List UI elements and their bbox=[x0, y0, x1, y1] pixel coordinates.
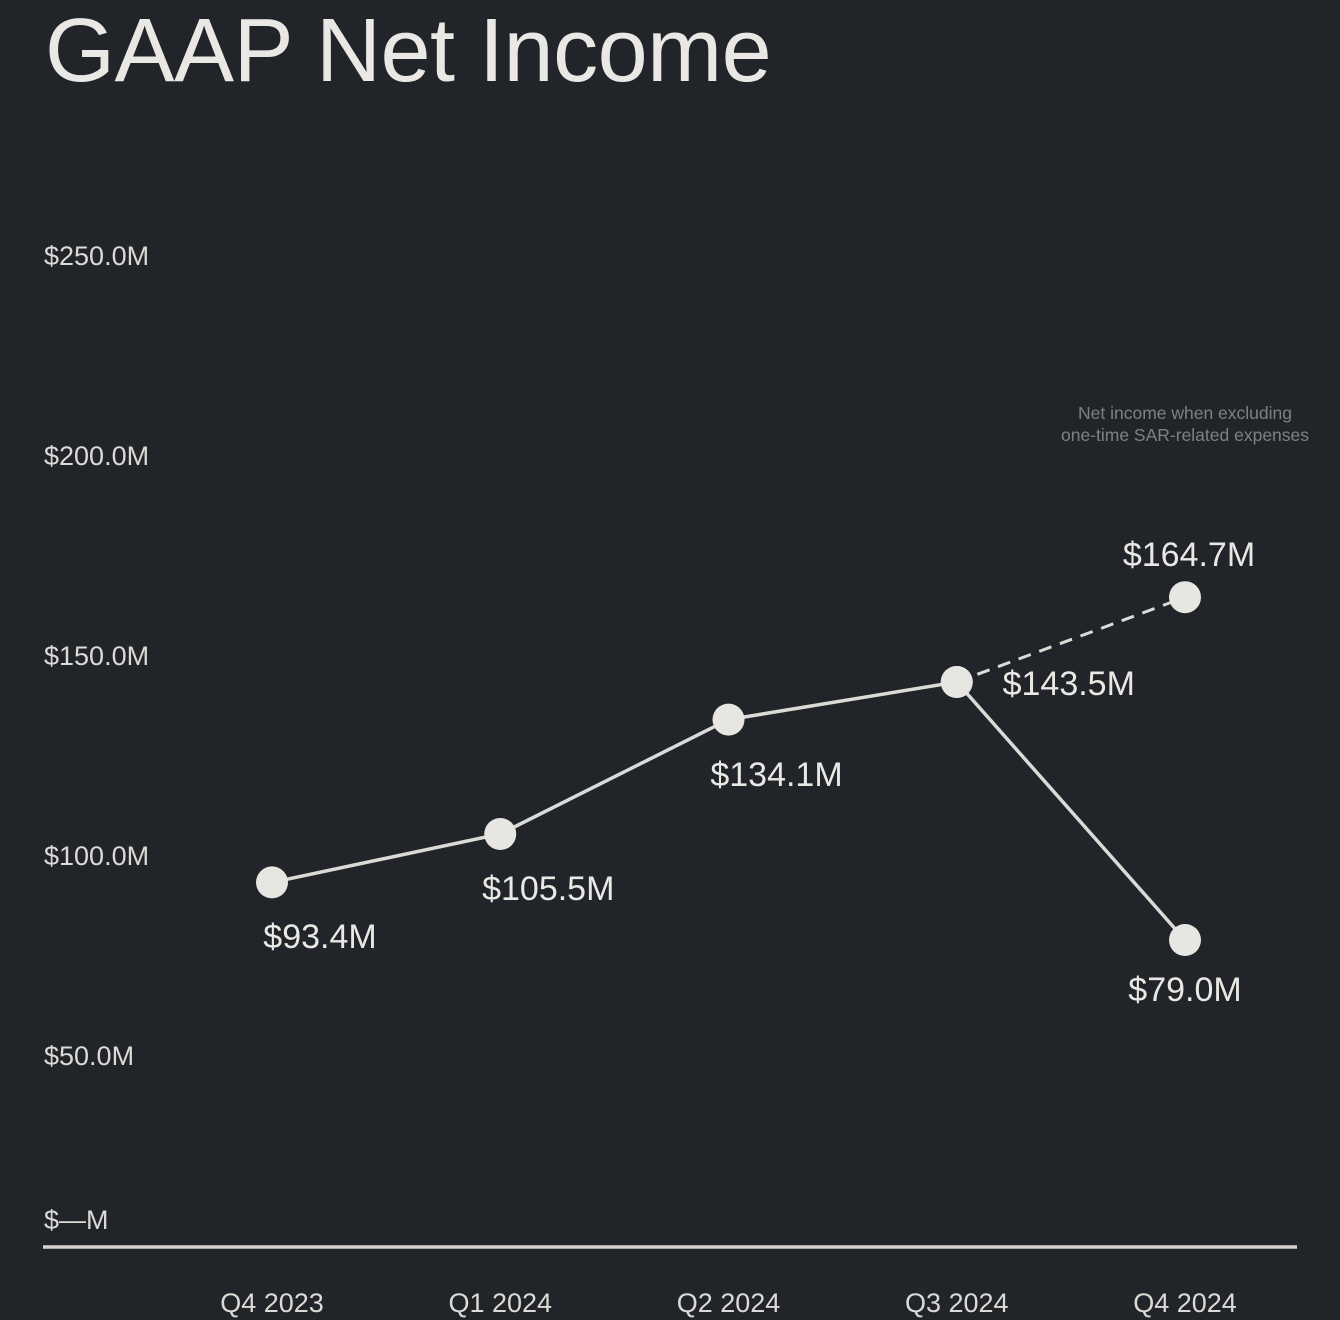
data-point bbox=[712, 703, 745, 736]
point-value-label: $93.4M bbox=[263, 918, 377, 957]
x-axis-label: Q4 2024 bbox=[1133, 1288, 1237, 1318]
annotation-note: Net income when excluding one-time SAR-r… bbox=[1061, 402, 1309, 446]
series-line-dashed bbox=[956, 595, 1186, 684]
x-axis-label: Q2 2024 bbox=[676, 1288, 781, 1318]
y-axis-tick-label: $200.0M bbox=[44, 441, 150, 471]
y-axis-tick-label: $50.0M bbox=[44, 1041, 135, 1071]
x-axis-label: Q4 2023 bbox=[220, 1288, 324, 1318]
x-axis-label: Q3 2024 bbox=[904, 1288, 1009, 1318]
data-point bbox=[940, 666, 973, 698]
y-axis-tick-label: $—M bbox=[44, 1205, 109, 1235]
y-axis-tick-label: $150.0M bbox=[44, 641, 150, 671]
data-point bbox=[1169, 581, 1201, 614]
y-axis-tick-label: $100.0M bbox=[44, 841, 150, 871]
data-point bbox=[1169, 924, 1201, 956]
point-value-label: $134.1M bbox=[710, 755, 843, 794]
data-point bbox=[484, 818, 517, 850]
point-value-label: $143.5M bbox=[1002, 665, 1135, 703]
y-axis-tick-label: $250.0M bbox=[44, 241, 150, 271]
x-axis-label: Q1 2024 bbox=[448, 1288, 553, 1318]
point-value-label: $79.0M bbox=[1128, 971, 1242, 1009]
annotation-line-1: Net income when excluding bbox=[1077, 403, 1293, 423]
point-value-label: $164.7M bbox=[1122, 536, 1256, 575]
data-point bbox=[256, 866, 288, 899]
chart-title: GAAP Net Income bbox=[45, 1, 772, 101]
point-value-label: $105.5M bbox=[482, 870, 615, 908]
annotation-line-2: one-time SAR-related expenses bbox=[1060, 425, 1310, 445]
